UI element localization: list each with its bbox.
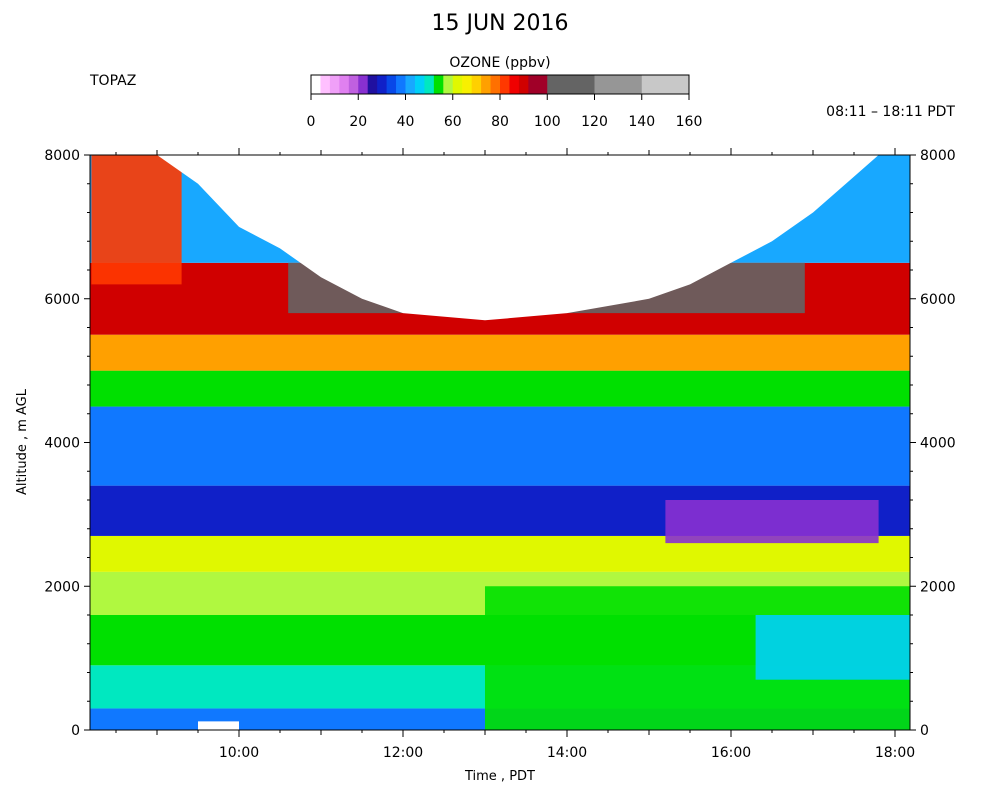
- time-range-label: 08:11 – 18:11 PDT: [826, 104, 955, 120]
- colorbar-tick-label: 140: [628, 114, 655, 130]
- colorbar-tick-label: 160: [676, 114, 703, 130]
- y-tick-label: 0: [71, 723, 80, 739]
- colorbar-swatch: [405, 75, 416, 94]
- colorbar-tick-label: 40: [397, 114, 415, 130]
- colorbar: OZONE (ppbv) 0 20 40 60 80 100 120 140 160: [307, 55, 703, 130]
- ozone-layer: [90, 370, 910, 407]
- x-tick-label: 14:00: [547, 745, 587, 761]
- colorbar-tick-label: 20: [349, 114, 367, 130]
- colorbar-swatch: [329, 75, 340, 94]
- colorbar-swatch: [433, 75, 444, 94]
- x-tick-label: 16:00: [711, 745, 751, 761]
- colorbar-swatch: [471, 75, 482, 94]
- y-tick-label-right: 4000: [920, 436, 956, 452]
- colorbar-ticks: 0 20 40 60 80 100 120 140 160: [307, 94, 703, 130]
- colorbar-swatch: [348, 75, 359, 94]
- colorbar-swatch: [386, 75, 397, 94]
- colorbar-swatch: [481, 75, 492, 94]
- colorbar-swatch: [424, 75, 435, 94]
- colorbar-swatch: [528, 75, 548, 94]
- ozone-feature: [755, 615, 910, 680]
- colorbar-swatches: [311, 75, 690, 94]
- y-tick-label-right: 8000: [920, 148, 956, 164]
- y-tick-label-right: 2000: [920, 579, 956, 595]
- chart-title: 15 JUN 2016: [431, 11, 568, 36]
- y-tick-label-right: 0: [920, 723, 929, 739]
- no-data-region: [90, 154, 910, 321]
- colorbar-swatch: [509, 75, 520, 94]
- colorbar-swatch: [518, 75, 529, 94]
- colorbar-swatch: [377, 75, 388, 94]
- colorbar-swatch: [452, 75, 463, 94]
- colorbar-swatch: [367, 75, 378, 94]
- colorbar-swatch: [414, 75, 425, 94]
- colorbar-swatch: [594, 75, 643, 94]
- ozone-feature: [91, 155, 182, 285]
- plot-area: [90, 154, 910, 730]
- ozone-feature: [197, 721, 239, 730]
- y-tick-label-right: 6000: [920, 292, 956, 308]
- colorbar-tick-label: 100: [534, 114, 561, 130]
- colorbar-swatch: [311, 75, 321, 94]
- colorbar-swatch: [547, 75, 595, 94]
- y-axis-label: Altitude , m AGL: [15, 388, 30, 495]
- colorbar-swatch: [443, 75, 454, 94]
- colorbar-tick-label: 60: [444, 114, 462, 130]
- y-tick-label: 8000: [44, 148, 80, 164]
- colorbar-swatch: [500, 75, 510, 94]
- x-tick-label: 10:00: [219, 745, 259, 761]
- colorbar-swatch: [396, 75, 406, 94]
- ozone-layer: [90, 334, 910, 371]
- colorbar-tick-label: 80: [491, 114, 509, 130]
- x-tick-label: 12:00: [383, 745, 423, 761]
- colorbar-tick-label: 0: [307, 114, 316, 130]
- ozone-feature: [665, 500, 879, 544]
- colorbar-swatch: [358, 75, 369, 94]
- colorbar-tick-label: 120: [581, 114, 608, 130]
- y-tick-label: 6000: [44, 292, 80, 308]
- colorbar-swatch: [462, 75, 473, 94]
- y-tick-label: 2000: [44, 579, 80, 595]
- axes: 0 0 2000 2000 4000 4000 6000 6000 8000 8000 10:00 1…: [44, 148, 956, 761]
- x-axis-label: Time , PDT: [464, 769, 535, 784]
- colorbar-title: OZONE (ppbv): [449, 55, 550, 71]
- colorbar-swatch: [490, 75, 501, 94]
- station-label: TOPAZ: [89, 73, 136, 89]
- colorbar-swatch: [339, 75, 350, 94]
- colorbar-swatch: [320, 75, 331, 94]
- x-tick-label: 18:00: [875, 745, 915, 761]
- colorbar-swatch: [641, 75, 690, 94]
- ozone-layer: [90, 406, 910, 486]
- y-tick-label: 4000: [44, 436, 80, 452]
